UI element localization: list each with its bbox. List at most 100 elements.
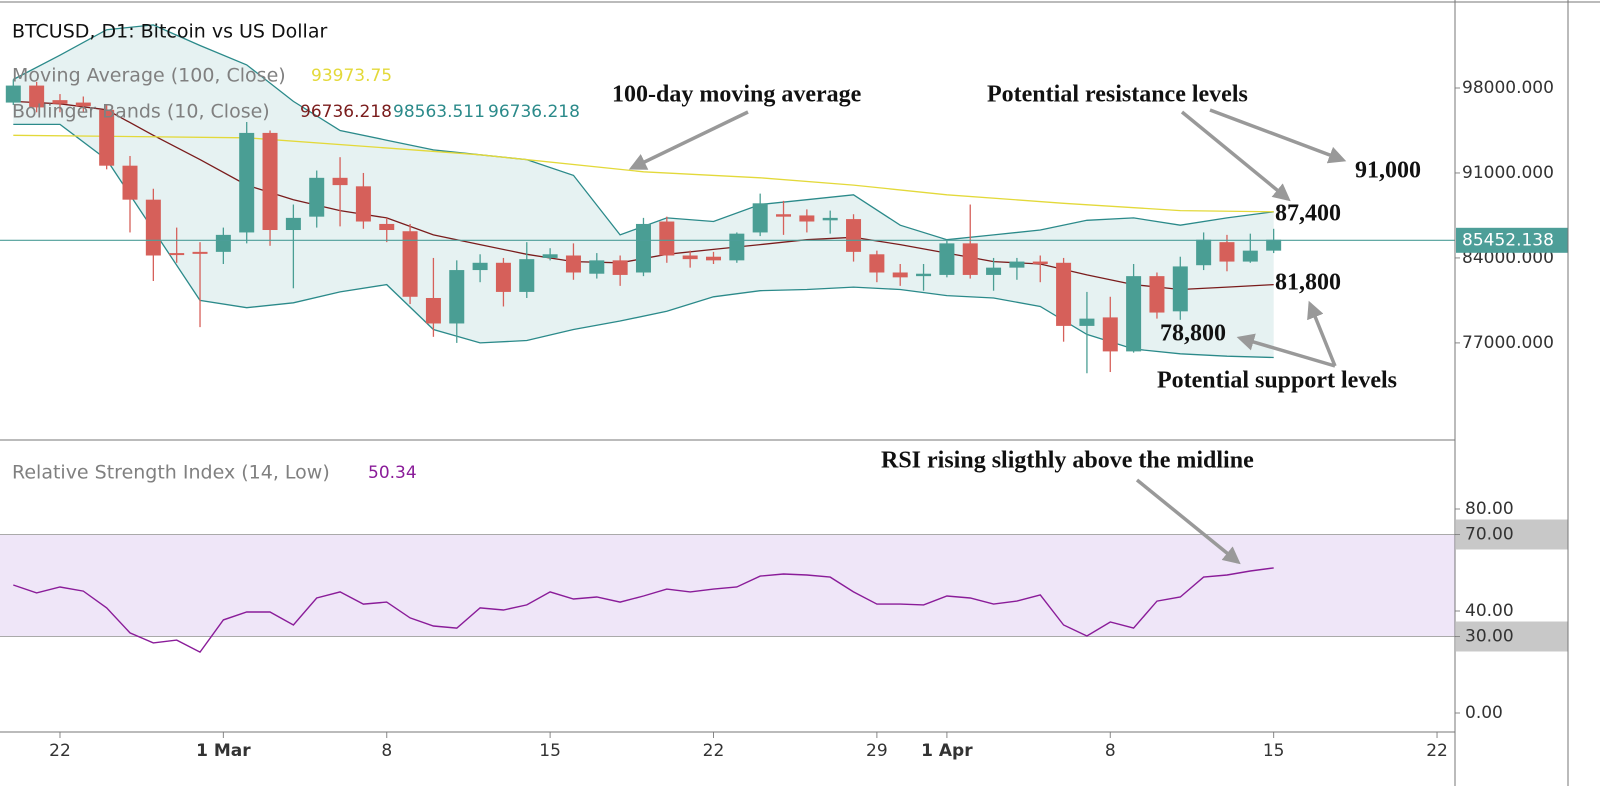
legend-label: Moving Average (100, Close)	[12, 65, 286, 87]
candle-body	[1126, 276, 1142, 352]
y-tick-label: 91000.000	[1462, 163, 1554, 183]
candle-body	[542, 254, 558, 258]
candle-body	[869, 254, 885, 273]
legend-value: 93973.75	[311, 66, 392, 86]
candle-body	[612, 260, 628, 275]
band-fill	[13, 24, 1274, 358]
candle-body	[75, 102, 91, 107]
candle-body	[1149, 276, 1165, 313]
y-tick-label: 0.00	[1465, 703, 1503, 723]
candle-body	[589, 260, 605, 274]
legend-label: Bollinger Bands (10, Close)	[12, 101, 270, 123]
candle-body	[239, 132, 255, 233]
annotation-arrow	[628, 110, 749, 170]
candle-body	[799, 215, 815, 222]
candle-body	[635, 223, 651, 273]
candle-body	[52, 100, 68, 104]
x-tick-label: 1 Mar	[196, 741, 251, 761]
price-axis	[1455, 0, 1600, 786]
candle-body	[1079, 318, 1095, 326]
candle-body	[1009, 261, 1025, 268]
candle-body	[729, 233, 745, 261]
y-tick-label: 80.00	[1465, 499, 1514, 519]
candle-body	[285, 217, 301, 231]
candle-body	[495, 262, 511, 292]
y-tick-label: 40.00	[1465, 601, 1514, 621]
candle-body	[169, 253, 185, 256]
candle-body	[355, 186, 371, 222]
candle-body	[1172, 266, 1188, 312]
candle-body	[1266, 239, 1282, 251]
annotation: Potential resistance levels	[987, 82, 1248, 108]
x-tick-label: 22	[703, 741, 725, 761]
candle-body	[145, 199, 161, 256]
chart-title: BTCUSD, D1: Bitcoin vs US Dollar	[12, 21, 327, 43]
x-tick-label: 29	[866, 741, 888, 761]
legend-value: 98563.511	[393, 102, 485, 122]
y-tick-box	[1456, 621, 1568, 652]
candle-body	[1196, 239, 1212, 266]
candle-body	[309, 177, 325, 217]
x-tick-label: 8	[381, 741, 392, 761]
candle-body	[776, 214, 792, 217]
x-tick-label: 22	[49, 741, 71, 761]
candle-body	[215, 234, 231, 252]
candle-body	[682, 255, 698, 260]
y-tick-label: 84000.000	[1462, 248, 1554, 268]
candle-body	[1102, 317, 1118, 352]
x-tick-label: 15	[1263, 741, 1285, 761]
annotation-arrow	[1135, 478, 1241, 565]
legend-value: 50.34	[368, 463, 417, 483]
legend-value: 96736.218	[488, 102, 580, 122]
candle-body	[986, 267, 1002, 275]
candle-body	[939, 243, 955, 275]
candle-body	[659, 221, 675, 256]
candle-body	[402, 231, 418, 297]
x-tick-label: 22	[1426, 741, 1448, 761]
legend-label: Relative Strength Index (14, Low)	[12, 462, 330, 484]
candle-body	[565, 255, 581, 273]
annotation: 81,800	[1275, 270, 1341, 296]
candle-body	[29, 85, 45, 108]
candle-body	[1219, 242, 1235, 262]
candle-body	[472, 262, 488, 271]
moving-average	[13, 134, 1274, 213]
annotation: 87,400	[1275, 201, 1341, 227]
candle-body	[99, 109, 115, 166]
annotation: 100-day moving average	[612, 82, 862, 108]
plot-area	[0, 24, 1455, 653]
candle-body	[892, 272, 908, 278]
x-tick-label: 8	[1105, 741, 1116, 761]
candle-body	[5, 85, 21, 103]
rsi-band	[0, 534, 1455, 637]
candle-body	[332, 177, 348, 186]
candle-body	[916, 273, 932, 277]
candle-body	[262, 132, 278, 231]
candle-body	[449, 270, 465, 324]
candle-body	[192, 251, 208, 254]
annotation: RSI rising sligthly above the midline	[881, 448, 1254, 474]
x-tick-label: 15	[539, 741, 561, 761]
y-tick-box	[1456, 519, 1568, 550]
legend-value: 96736.218	[300, 102, 392, 122]
x-tick-label: 1 Apr	[921, 741, 973, 761]
y-tick-label: 30.00	[1465, 627, 1514, 647]
candle-body	[1242, 250, 1258, 262]
annotation: 78,800	[1160, 321, 1226, 347]
annotation: 91,000	[1355, 158, 1421, 184]
y-tick-label: 70.00	[1465, 525, 1514, 545]
candle-body	[122, 165, 138, 200]
last-price-box	[1456, 227, 1568, 253]
candle-body	[519, 259, 535, 292]
annotation-arrow	[1307, 300, 1337, 367]
y-tick-label: 98000.000	[1462, 78, 1554, 98]
annotation-arrow	[1209, 108, 1347, 164]
rsi-line	[13, 567, 1274, 653]
candle-body	[705, 256, 721, 261]
annotation: Potential support levels	[1157, 368, 1397, 394]
candle-body	[1032, 261, 1048, 264]
annotation-arrow	[1236, 333, 1336, 368]
candle-body	[379, 223, 395, 231]
